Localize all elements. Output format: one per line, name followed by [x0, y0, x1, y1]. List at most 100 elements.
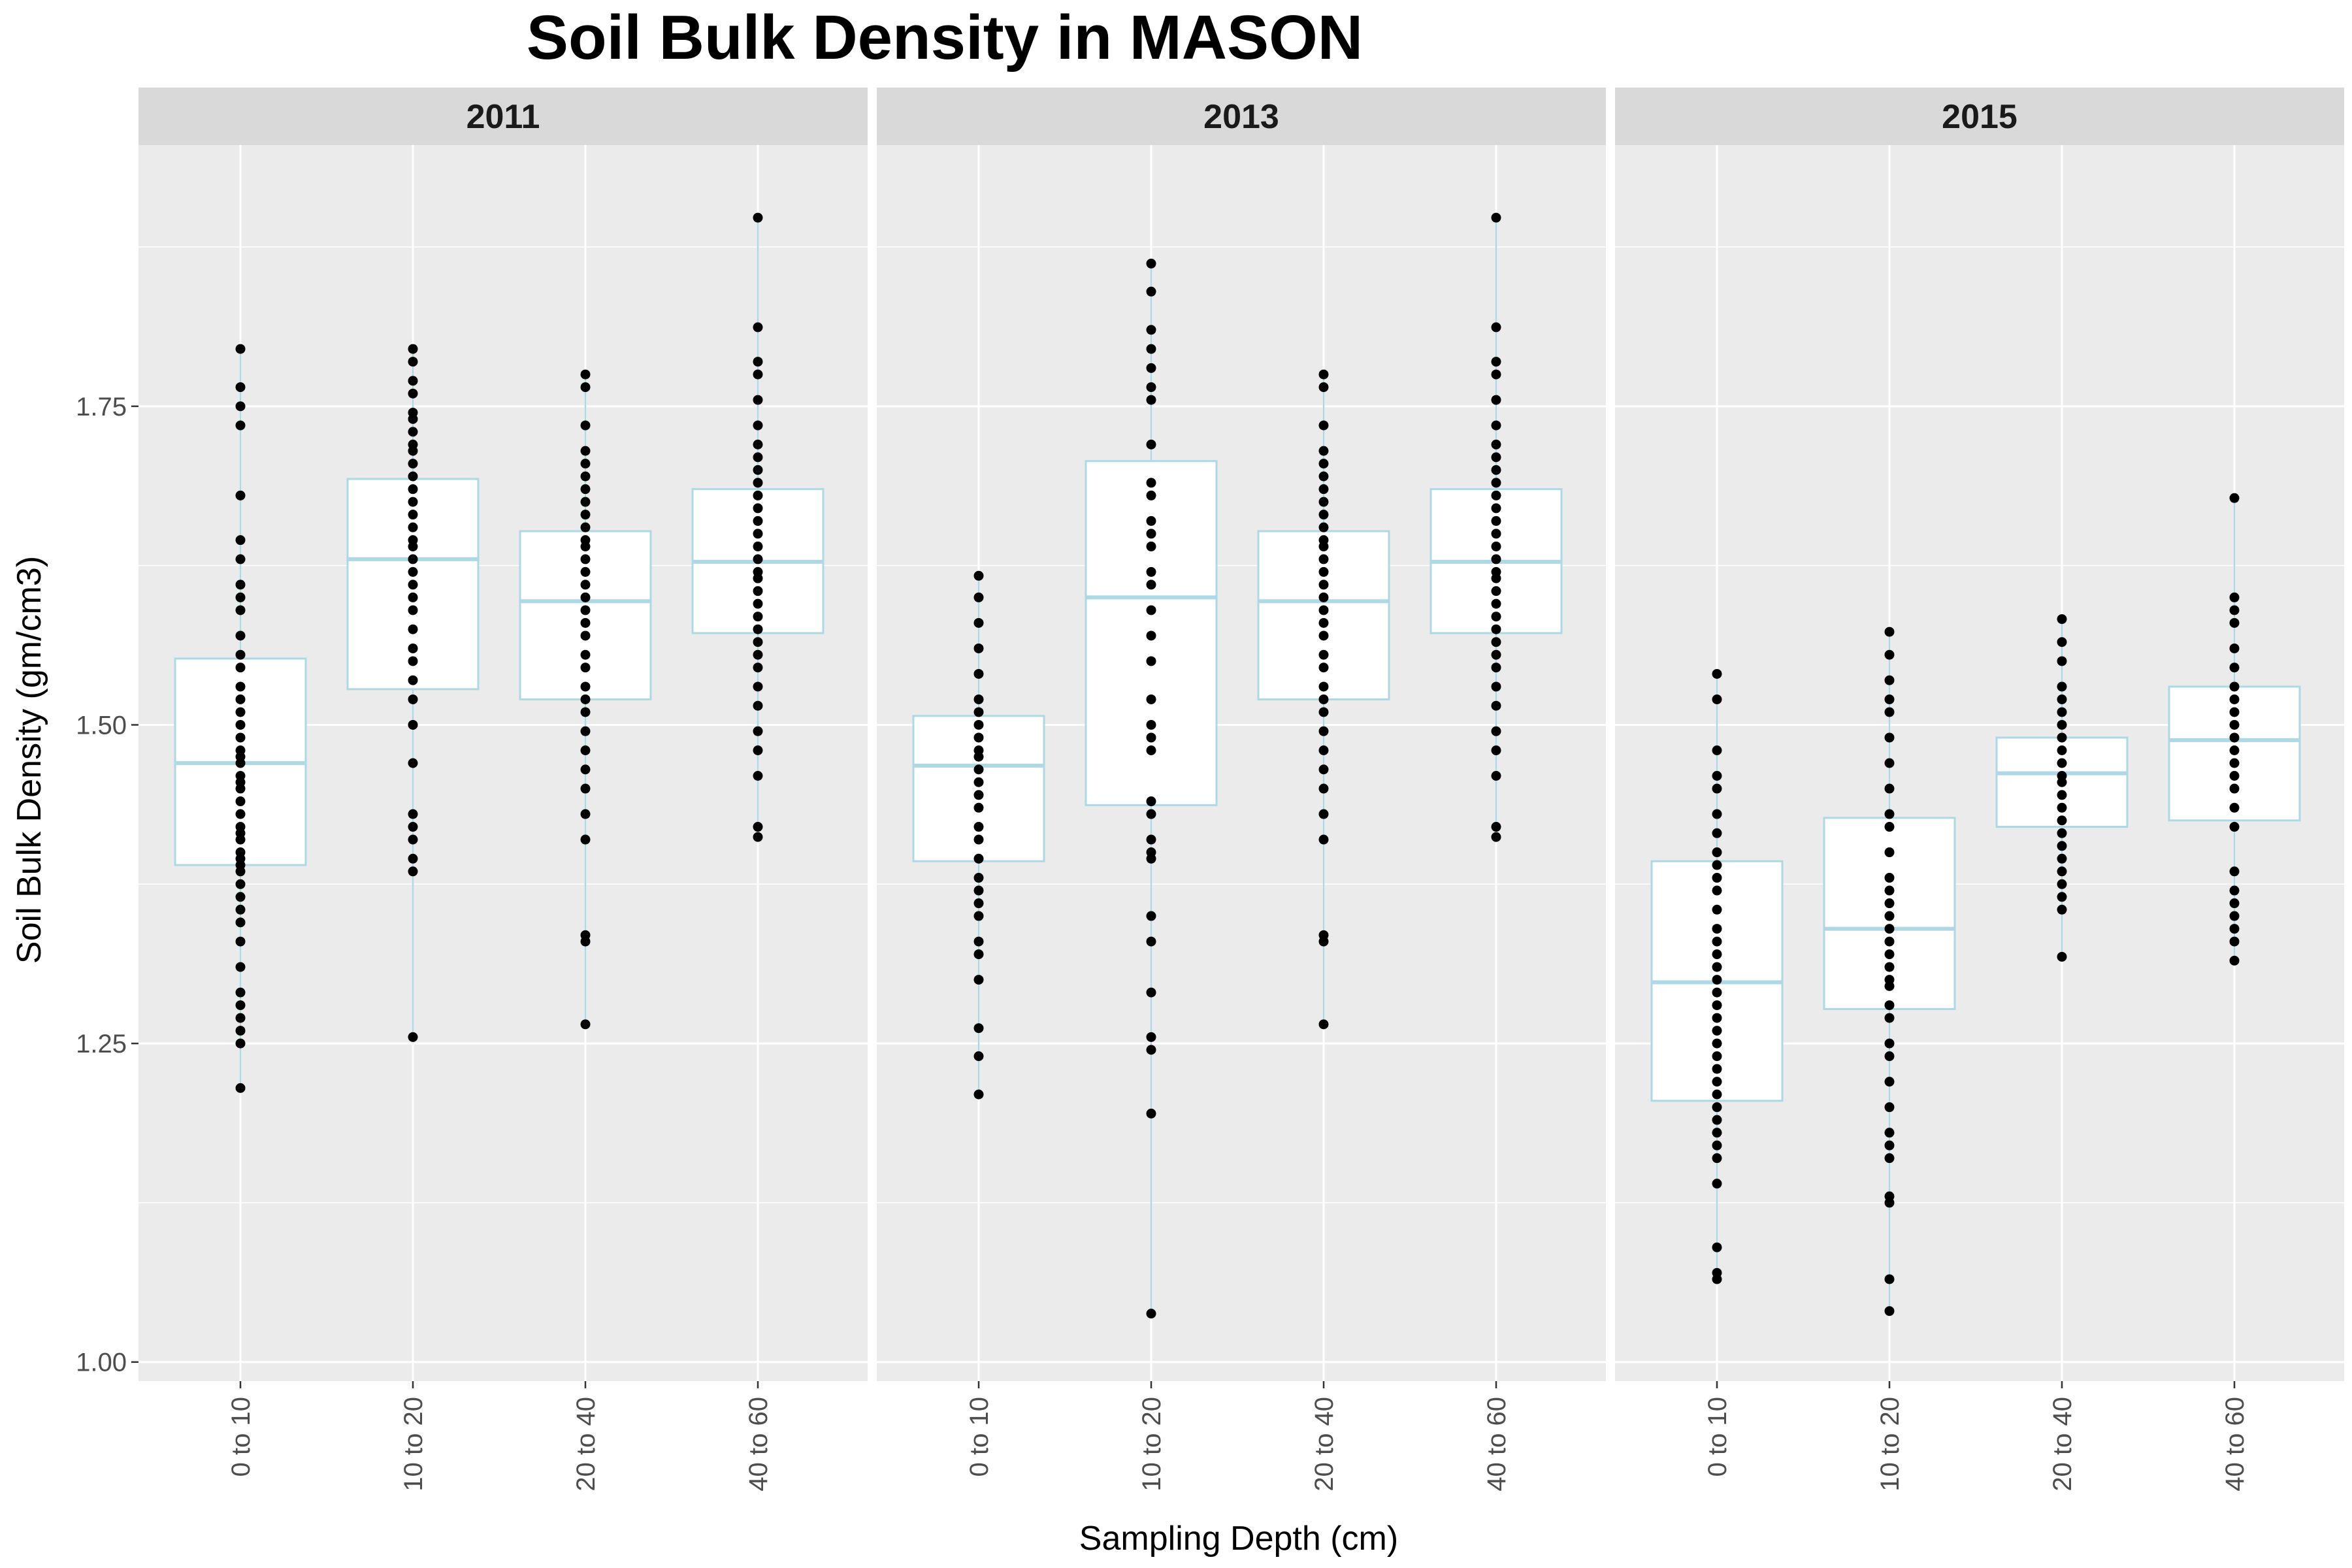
data-point: [1491, 420, 1501, 431]
data-point: [1491, 662, 1501, 673]
data-point: [408, 427, 418, 437]
data-point: [580, 707, 591, 717]
data-point: [1318, 707, 1329, 717]
data-point: [1491, 369, 1501, 380]
data-point: [408, 866, 418, 877]
data-point: [1146, 1108, 1156, 1119]
facet-panel-2013: 2013 0 to 10 10 to 20 20 to 40 40 to 60: [877, 88, 1606, 1492]
y-tick-label: 1.25: [76, 1030, 127, 1058]
data-point: [1712, 1102, 1722, 1113]
data-point: [2057, 694, 2067, 704]
data-point: [753, 624, 763, 634]
data-point: [580, 783, 591, 794]
data-point: [2229, 822, 2240, 832]
data-point: [408, 1032, 418, 1042]
data-point: [1884, 1306, 1895, 1316]
data-point: [973, 975, 984, 985]
data-point: [235, 1013, 246, 1023]
data-point: [1712, 860, 1722, 870]
data-point: [408, 388, 418, 399]
x-axis-title: Sampling Depth (cm): [1079, 1520, 1398, 1558]
data-point: [973, 853, 984, 864]
data-point: [408, 834, 418, 845]
data-point: [1884, 1102, 1895, 1113]
data-point: [408, 497, 418, 507]
data-point: [1884, 898, 1895, 909]
data-point: [1491, 726, 1501, 736]
data-point: [753, 439, 763, 449]
data-point: [1884, 1191, 1895, 1201]
data-point: [580, 745, 591, 755]
data-point: [408, 592, 418, 602]
data-point: [1884, 809, 1895, 819]
data-point: [1146, 656, 1156, 666]
data-point: [2229, 605, 2240, 615]
data-point: [235, 605, 246, 615]
data-point: [580, 726, 591, 736]
data-point: [580, 580, 591, 590]
x-tick-label: 20 to 40: [1310, 1397, 1339, 1492]
data-point: [1146, 490, 1156, 500]
data-point: [2229, 924, 2240, 934]
data-point: [1146, 382, 1156, 393]
data-point: [2229, 802, 2240, 813]
facet-strip-label: 2011: [466, 98, 540, 136]
data-point: [973, 834, 984, 845]
data-point: [973, 777, 984, 787]
boxplot-0-to-10: [912, 570, 1045, 1100]
data-point: [235, 1026, 246, 1036]
data-point: [1146, 258, 1156, 269]
data-point: [408, 376, 418, 386]
data-point: [235, 822, 246, 832]
data-point: [408, 554, 418, 564]
data-point: [753, 369, 763, 380]
data-point: [1712, 771, 1722, 781]
data-point: [408, 566, 418, 577]
data-point: [2229, 662, 2240, 673]
data-point: [973, 745, 984, 755]
data-point: [235, 420, 246, 431]
data-point: [2229, 707, 2240, 717]
data-point: [753, 598, 763, 609]
data-point: [753, 554, 763, 564]
data-point: [580, 834, 591, 845]
data-point: [2229, 936, 2240, 947]
data-point: [1491, 322, 1501, 333]
data-point: [1318, 446, 1329, 456]
data-point: [1884, 873, 1895, 883]
data-point: [2229, 719, 2240, 730]
data-point: [408, 459, 418, 469]
data-point: [1491, 745, 1501, 755]
data-point: [753, 529, 763, 539]
x-tick-label: 10 to 20: [399, 1397, 428, 1492]
data-point: [1318, 764, 1329, 775]
data-point: [1146, 911, 1156, 921]
data-point: [1146, 719, 1156, 730]
data-point: [1491, 624, 1501, 634]
data-point: [1712, 783, 1722, 794]
data-point: [753, 541, 763, 551]
data-point: [1318, 369, 1329, 380]
data-point: [2057, 614, 2067, 625]
data-point: [580, 382, 591, 393]
data-point: [1146, 809, 1156, 819]
data-point: [1884, 847, 1895, 858]
data-point: [1491, 503, 1501, 514]
data-point: [753, 745, 763, 755]
y-axis: 1.00 1.25 1.50 1.75: [76, 393, 139, 1377]
data-point: [1884, 975, 1895, 985]
data-point: [1146, 286, 1156, 297]
chart-title: Soil Bulk Density in MASON: [527, 3, 1363, 73]
data-point: [1146, 732, 1156, 743]
data-point: [1884, 649, 1895, 660]
data-point: [1712, 1064, 1722, 1074]
data-point: [1712, 1115, 1722, 1125]
data-point: [2057, 853, 2067, 864]
data-point: [1712, 1013, 1722, 1023]
data-point: [1146, 630, 1156, 641]
data-point: [2229, 493, 2240, 503]
data-point: [1712, 847, 1722, 858]
data-point: [973, 668, 984, 679]
data-point: [235, 694, 246, 704]
data-point: [1491, 395, 1501, 405]
